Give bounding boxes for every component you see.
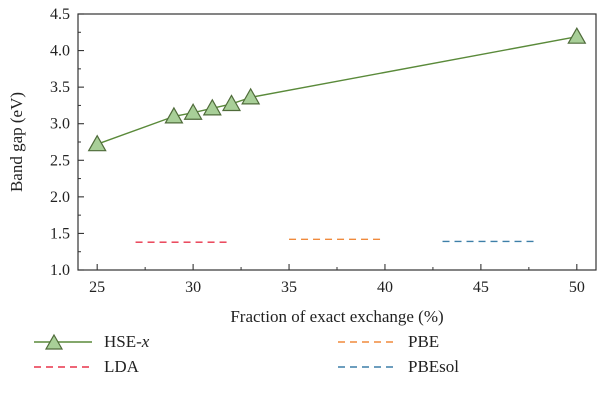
x-tick-label: 25 (89, 279, 105, 296)
data-point-hse (164, 106, 184, 124)
x-tick-label: 50 (569, 279, 585, 296)
legend-item-lda: LDA (32, 357, 232, 377)
y-tick-label: 1.0 (50, 262, 70, 279)
plot-frame (77, 13, 597, 271)
y-tick-label: 1.5 (50, 225, 70, 242)
data-point-hse (183, 103, 203, 120)
axes: 25 30 35 40 45 50 1.0 1.5 2.0 2.5 3.0 3.5 4.0 4.5 (50, 6, 597, 296)
x-tick-label: 45 (473, 279, 489, 296)
y-tick-label: 2.5 (50, 152, 70, 169)
y-tick-label: 2.0 (50, 189, 70, 206)
legend-item-pbe: PBE (336, 332, 536, 352)
x-tick-label: 30 (185, 279, 201, 296)
y-tick-label: 4.0 (50, 43, 70, 60)
legend-label-pbe: PBE (408, 332, 440, 351)
data-point-hse (221, 94, 242, 112)
x-tick-label: 35 (281, 279, 297, 296)
data-point-hse (241, 87, 261, 105)
x-axis-title: Fraction of exact exchange (%) (230, 307, 443, 326)
legend-item-hse: HSE-x (32, 332, 232, 352)
data-point-hse (567, 26, 587, 44)
legend-label-pbesol: PBEsol (408, 357, 460, 376)
y-tick-label: 4.5 (50, 6, 70, 23)
legend-label-lda: LDA (104, 357, 139, 376)
legend-swatch-lda (34, 366, 92, 368)
x-tick-label: 40 (377, 279, 393, 296)
y-tick-label: 3.0 (50, 116, 70, 133)
y-tick-label: 3.5 (50, 79, 70, 96)
y-axis-title: Band gap (eV) (7, 92, 26, 192)
data-point-hse (202, 98, 222, 116)
legend-label-hse: HSE-x (104, 332, 150, 351)
legend-swatch-pbe (338, 341, 396, 343)
data-point-hse (87, 134, 107, 152)
legend-item-pbesol: PBEsol (336, 357, 536, 377)
series-line-hse (96, 35, 577, 145)
legend-swatch-pbesol (338, 366, 396, 368)
legend-swatch-hse (34, 333, 92, 350)
plot-area (87, 26, 587, 243)
